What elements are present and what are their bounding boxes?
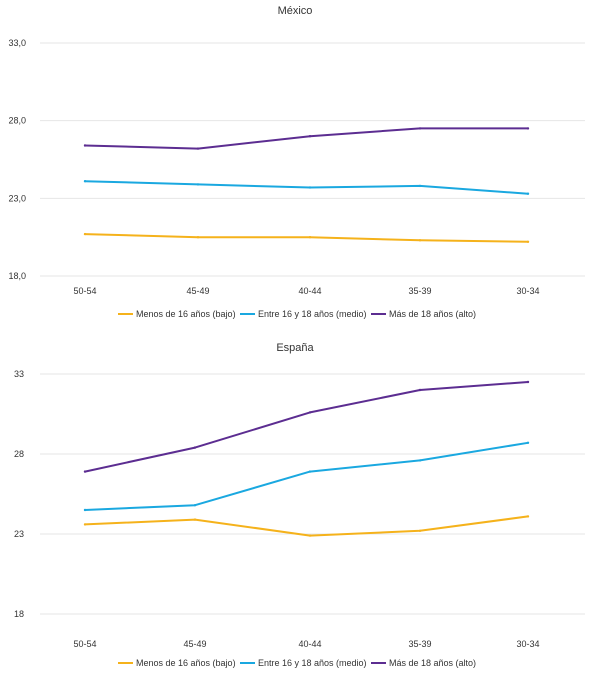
legend-entry: Menos de 16 años (bajo) (136, 309, 236, 319)
chart-title: España (276, 342, 314, 354)
series-line (84, 180, 529, 195)
x-tick-label: 40-44 (298, 639, 321, 649)
data-point (308, 534, 312, 537)
data-point (83, 523, 87, 526)
legend-entry: Menos de 16 años (bajo) (136, 658, 236, 668)
data-point (526, 240, 530, 243)
data-point (418, 529, 422, 532)
data-point (526, 127, 530, 130)
chart-0: México 18,0 23,0 28,0 33,0 50-54 45-49 40-44 35-… (8, 5, 585, 319)
x-tick-label: 35-39 (408, 639, 431, 649)
data-point (83, 180, 87, 183)
x-tick-label: 30-34 (516, 286, 539, 296)
series-line (84, 233, 529, 243)
chart-1: España 18 23 28 33 50-54 45-49 40-44 35-39 30-34 M… (14, 342, 585, 668)
legend-entry: Entre 16 y 18 años (medio) (258, 658, 367, 668)
data-point (196, 236, 200, 239)
series-line (84, 381, 529, 473)
legend-entry: Más de 18 años (alto) (389, 658, 476, 668)
data-point (193, 446, 197, 449)
data-point (418, 459, 422, 462)
x-tick-label: 40-44 (298, 286, 321, 296)
y-tick-label: 28,0 (8, 116, 26, 126)
data-point (83, 144, 87, 147)
chart-title: México (278, 5, 313, 17)
x-tick-label: 45-49 (186, 286, 209, 296)
legend-entry: Entre 16 y 18 años (medio) (258, 309, 367, 319)
y-tick-label: 23,0 (8, 193, 26, 203)
x-tick-label: 35-39 (408, 286, 431, 296)
data-point (308, 135, 312, 138)
x-tick-label: 45-49 (183, 639, 206, 649)
data-point (193, 518, 197, 521)
x-tick-label: 50-54 (73, 639, 96, 649)
y-tick-label: 33,0 (8, 38, 26, 48)
y-tick-label: 33 (14, 369, 24, 379)
series-line (84, 441, 529, 511)
data-point (418, 388, 422, 392)
legend-entry: Más de 18 años (alto) (389, 309, 476, 319)
y-tick-label: 18 (14, 609, 24, 619)
data-point (526, 380, 530, 384)
series-line (84, 515, 529, 537)
y-tick-label: 28 (14, 449, 24, 459)
x-tick-label: 30-34 (516, 639, 539, 649)
data-point (83, 232, 87, 236)
data-point (526, 192, 530, 195)
data-point (308, 186, 312, 189)
data-point (196, 147, 200, 150)
x-tick-label: 50-54 (73, 286, 96, 296)
data-point (526, 515, 530, 518)
data-point (196, 183, 200, 186)
data-point (308, 470, 312, 473)
y-tick-label: 18,0 (8, 271, 26, 281)
data-point (83, 508, 87, 512)
data-point (418, 239, 422, 242)
data-point (526, 441, 530, 444)
data-point (83, 470, 87, 473)
data-point (418, 184, 422, 188)
data-point (418, 127, 422, 130)
series-line (84, 127, 529, 150)
data-point (308, 411, 312, 414)
y-tick-label: 23 (14, 529, 24, 539)
data-point (193, 504, 197, 507)
data-point (308, 236, 312, 239)
